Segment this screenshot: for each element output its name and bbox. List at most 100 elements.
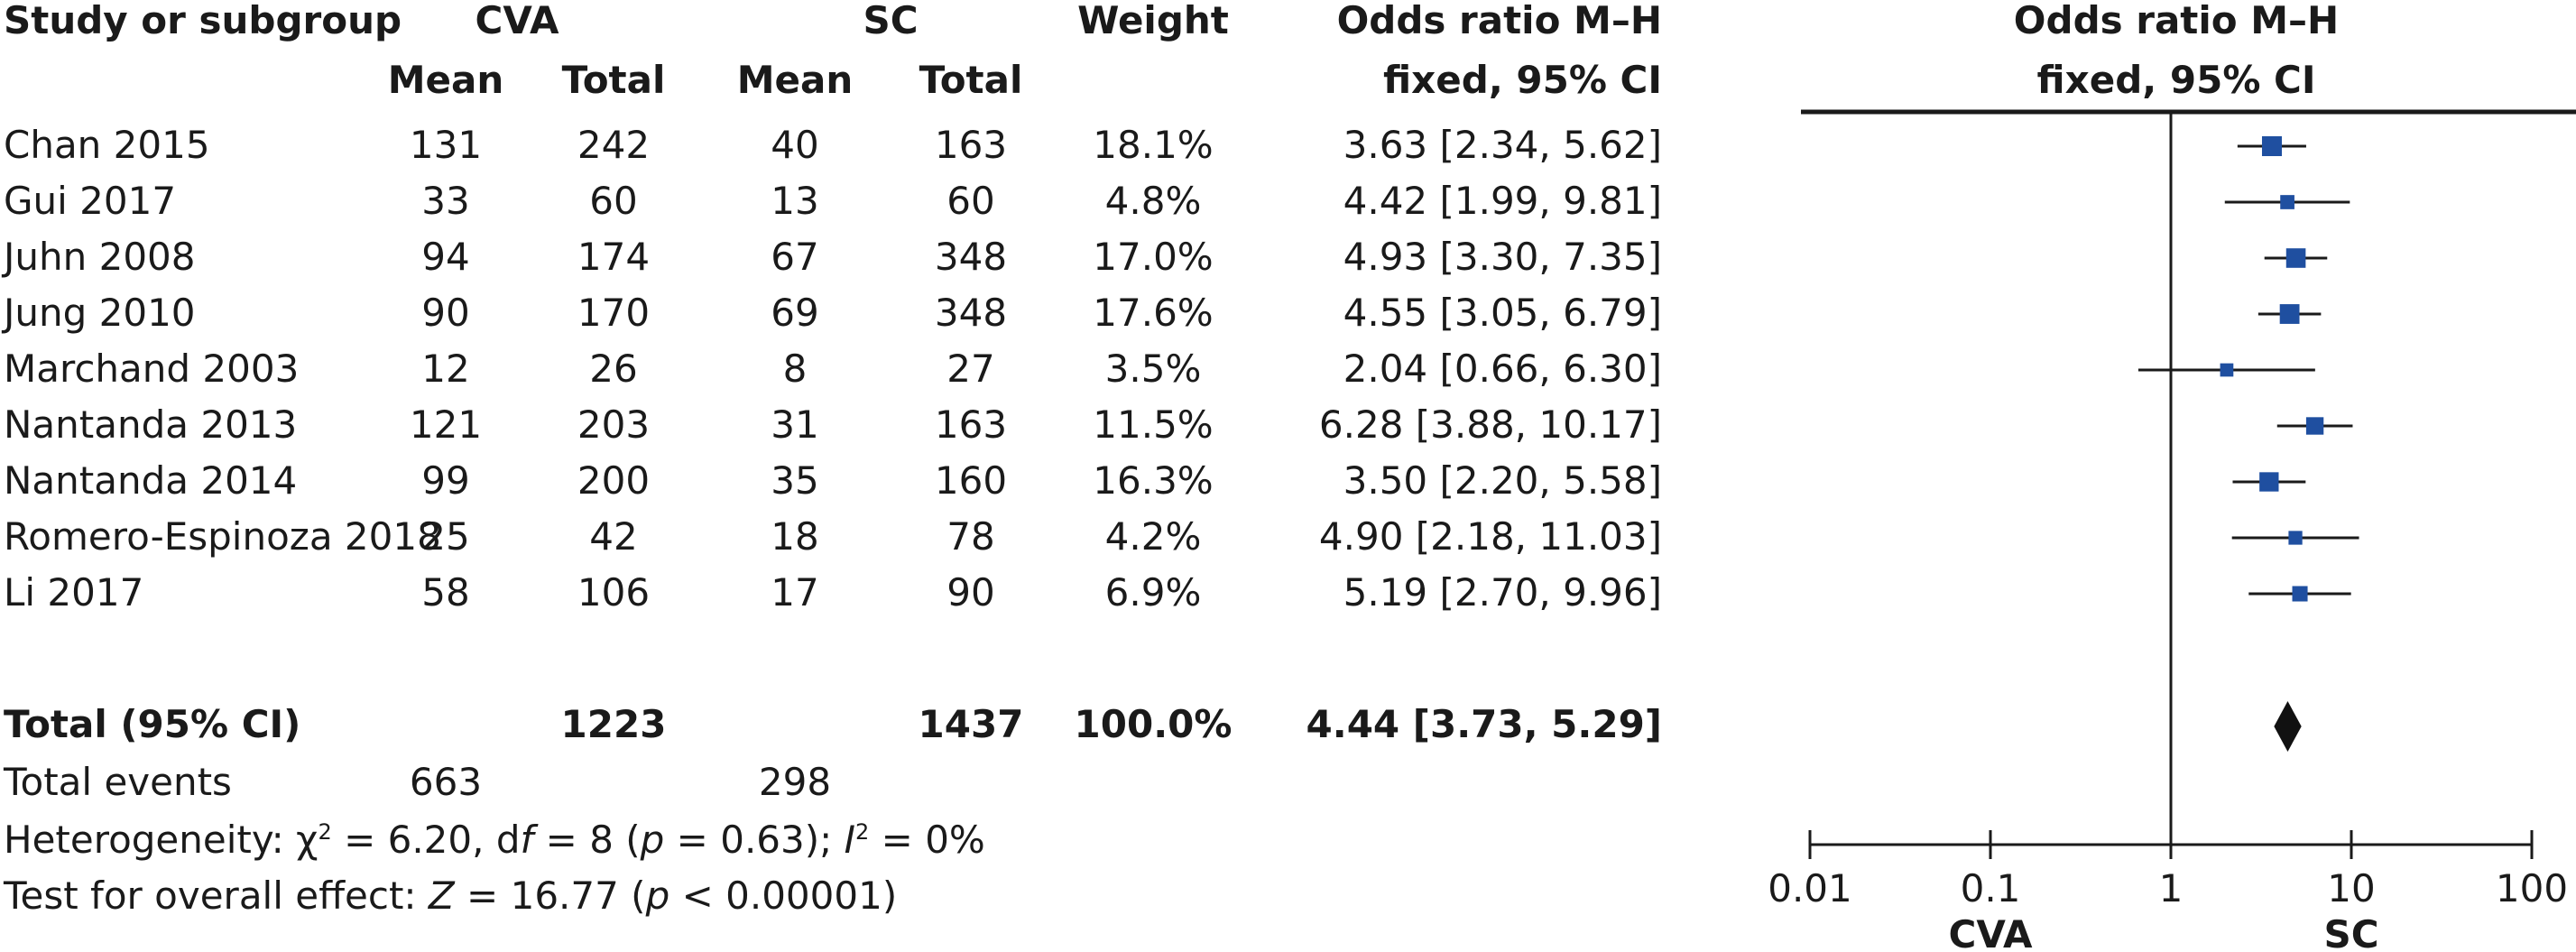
- sc-total: 160: [934, 458, 1008, 503]
- study-ci: 4.93 [3.30, 7.35]: [1343, 235, 1662, 279]
- events-sc: 298: [758, 760, 832, 804]
- cva-mean: 12: [421, 347, 470, 391]
- cva-total: 170: [577, 291, 651, 335]
- header-cva: CVA: [475, 0, 559, 42]
- study-weight: 6.9%: [1104, 570, 1202, 615]
- study-weight: 4.8%: [1104, 179, 1202, 223]
- header-sc: SC: [863, 0, 919, 42]
- cva-total: 42: [589, 514, 638, 559]
- study-weight: 11.5%: [1093, 402, 1214, 447]
- study-point: [2280, 195, 2294, 209]
- header-cva-total: Total: [561, 58, 666, 102]
- study-weight: 17.0%: [1093, 235, 1214, 279]
- header-weight: Weight: [1077, 0, 1229, 42]
- header-plot-line1: Odds ratio M–H: [2013, 0, 2340, 42]
- study-point: [2305, 417, 2324, 435]
- study-ci: 4.55 [3.05, 6.79]: [1343, 291, 1662, 335]
- total-sc-total: 1437: [918, 702, 1024, 746]
- header-cva-mean: Mean: [387, 58, 504, 102]
- study-ci: 2.04 [0.66, 6.30]: [1343, 347, 1662, 391]
- study-point: [2261, 136, 2282, 156]
- header-or-line1: Odds ratio M–H: [1336, 0, 1662, 42]
- study-name: Chan 2015: [4, 123, 210, 167]
- study-weight: 17.6%: [1093, 291, 1214, 335]
- sc-mean: 17: [771, 570, 819, 615]
- study-name: Marchand 2003: [4, 347, 300, 391]
- study-weight: 3.5%: [1104, 347, 1202, 391]
- cva-total: 106: [577, 570, 651, 615]
- study-point: [2285, 248, 2306, 268]
- cva-total: 200: [577, 458, 651, 503]
- cva-mean: 33: [421, 179, 470, 223]
- study-ci: 3.63 [2.34, 5.62]: [1343, 123, 1662, 167]
- study-weight: 4.2%: [1104, 514, 1202, 559]
- total-label: Total (95% CI): [4, 702, 301, 746]
- study-point: [2288, 531, 2303, 545]
- sc-total: 90: [946, 570, 995, 615]
- cva-mean: 25: [421, 514, 470, 559]
- sc-mean: 8: [782, 347, 808, 391]
- x-tick-label: 100: [2496, 866, 2568, 910]
- overall-effect-text: Test for overall effect: Z = 16.77 (p < …: [4, 873, 898, 918]
- header-plot-line2: fixed, 95% CI: [2036, 58, 2316, 102]
- study-ci: 3.50 [2.20, 5.58]: [1343, 458, 1662, 503]
- cva-mean: 94: [421, 235, 470, 279]
- x-tick-label: 0.1: [1961, 866, 2021, 910]
- x-tick-label: 1: [2159, 866, 2184, 910]
- x-tick-label: 0.01: [1768, 866, 1852, 910]
- heterogeneity-text: Heterogeneity: χ2 = 6.20, df = 8 (p = 0.…: [4, 818, 985, 862]
- header-sc-mean: Mean: [736, 58, 854, 102]
- study-name: Gui 2017: [4, 179, 177, 223]
- study-ci: 4.42 [1.99, 9.81]: [1343, 179, 1662, 223]
- cva-total: 242: [577, 123, 651, 167]
- cva-mean: 99: [421, 458, 470, 503]
- study-name: Nantanda 2014: [4, 458, 298, 503]
- sc-total: 163: [934, 402, 1008, 447]
- cva-total: 60: [589, 179, 638, 223]
- sc-mean: 69: [771, 291, 819, 335]
- total-cva-total: 1223: [560, 702, 667, 746]
- header-sc-total: Total: [919, 58, 1023, 102]
- header-study: Study or subgroup: [4, 0, 402, 42]
- sc-mean: 35: [771, 458, 819, 503]
- total-ci: 4.44 [3.73, 5.29]: [1306, 702, 1662, 746]
- pooled-diamond: [2274, 701, 2302, 752]
- study-name: Li 2017: [4, 570, 144, 615]
- study-ci: 4.90 [2.18, 11.03]: [1318, 514, 1662, 559]
- sc-total: 348: [934, 235, 1008, 279]
- study-point: [2292, 586, 2308, 602]
- study-point: [2220, 363, 2234, 377]
- sc-mean: 31: [771, 402, 819, 447]
- study-ci: 5.19 [2.70, 9.96]: [1343, 570, 1662, 615]
- sc-total: 78: [946, 514, 995, 559]
- study-name: Juhn 2008: [4, 235, 196, 279]
- cva-mean: 58: [421, 570, 470, 615]
- events-label: Total events: [4, 760, 232, 804]
- study-point: [2259, 472, 2279, 492]
- study-weight: 18.1%: [1093, 123, 1214, 167]
- sc-mean: 18: [771, 514, 819, 559]
- sc-total: 60: [946, 179, 995, 223]
- total-weight: 100.0%: [1074, 702, 1233, 746]
- cva-mean: 90: [421, 291, 470, 335]
- cva-total: 174: [577, 235, 651, 279]
- sc-mean: 40: [771, 123, 819, 167]
- x-tick-label: 10: [2327, 866, 2375, 910]
- cva-mean: 121: [409, 402, 483, 447]
- study-weight: 16.3%: [1093, 458, 1214, 503]
- study-name: Romero-Espinoza 2018: [4, 514, 441, 559]
- favours-right-label: SC: [2323, 912, 2378, 952]
- sc-mean: 13: [771, 179, 819, 223]
- favours-left-label: CVA: [1949, 912, 2033, 952]
- events-cva: 663: [409, 760, 483, 804]
- study-ci: 6.28 [3.88, 10.17]: [1318, 402, 1662, 447]
- study-point: [2279, 304, 2300, 324]
- sc-mean: 67: [771, 235, 819, 279]
- sc-total: 27: [946, 347, 995, 391]
- cva-total: 26: [589, 347, 638, 391]
- cva-mean: 131: [409, 123, 483, 167]
- study-name: Jung 2010: [4, 291, 196, 335]
- sc-total: 163: [934, 123, 1008, 167]
- study-name: Nantanda 2013: [4, 402, 298, 447]
